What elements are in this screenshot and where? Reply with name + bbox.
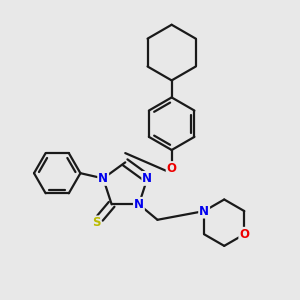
Text: N: N (199, 205, 209, 218)
Text: O: O (167, 162, 177, 175)
Text: N: N (142, 172, 152, 185)
Text: O: O (239, 228, 249, 241)
Text: N: N (134, 198, 144, 211)
Text: S: S (92, 216, 100, 230)
Text: N: N (98, 172, 108, 185)
